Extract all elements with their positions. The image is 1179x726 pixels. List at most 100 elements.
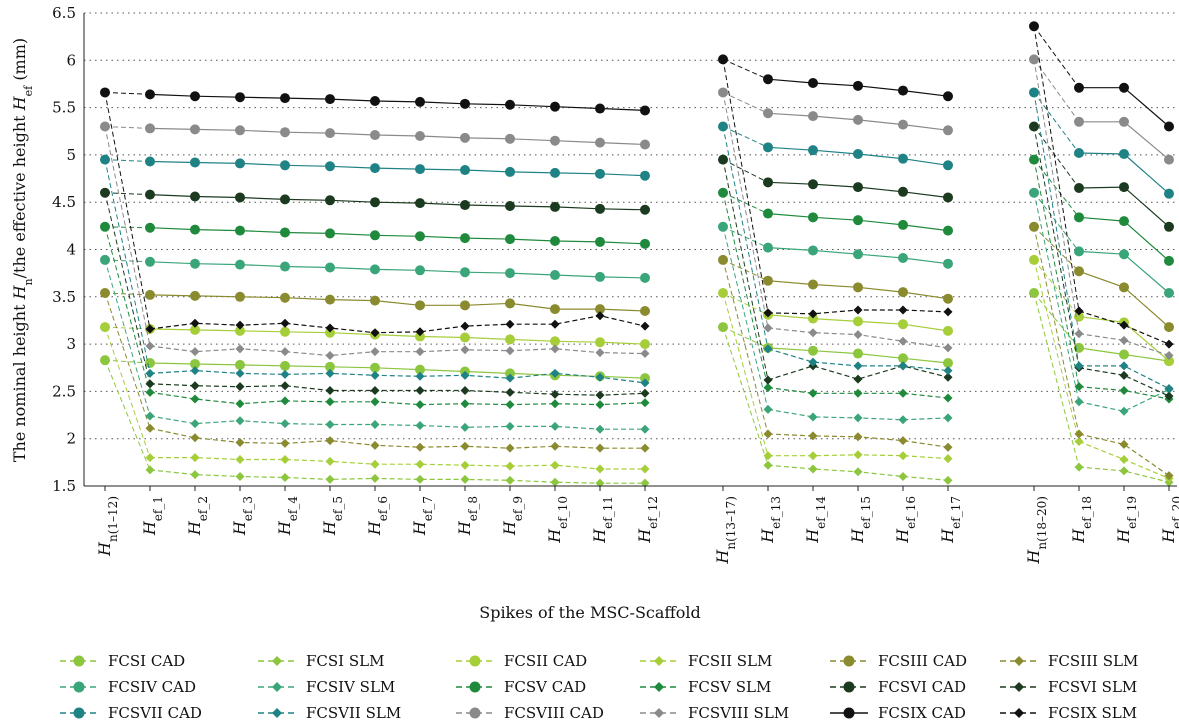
data-point xyxy=(1074,329,1084,339)
data-point xyxy=(718,155,728,165)
series-connector xyxy=(722,192,769,215)
data-point xyxy=(1074,462,1084,472)
data-point xyxy=(943,160,953,171)
legend-item: FCSII CAD xyxy=(456,652,587,670)
data-point xyxy=(550,319,560,329)
data-point xyxy=(415,265,425,276)
data-point xyxy=(505,200,515,211)
data-point xyxy=(415,364,425,375)
data-point xyxy=(145,387,155,397)
data-point xyxy=(808,279,818,290)
series-connector xyxy=(104,91,151,95)
data-point xyxy=(145,453,155,463)
x-tick-label: Hef_2 xyxy=(185,496,210,536)
data-point xyxy=(325,327,335,338)
x-tick-label: Hef_3 xyxy=(230,496,255,536)
data-point xyxy=(1164,121,1174,132)
data-point xyxy=(550,304,560,315)
data-point xyxy=(640,378,650,388)
data-point xyxy=(853,316,863,327)
series-connector xyxy=(1033,59,1080,334)
series-line xyxy=(149,362,646,379)
series-fcsiv-cad xyxy=(100,187,1174,299)
series-connector xyxy=(722,59,769,313)
data-point xyxy=(100,255,110,265)
data-point xyxy=(640,339,650,350)
data-point xyxy=(190,318,200,328)
data-point xyxy=(145,256,155,267)
data-point xyxy=(235,225,245,236)
data-point xyxy=(1164,154,1174,165)
data-point xyxy=(370,328,380,338)
data-point xyxy=(943,413,953,423)
data-point xyxy=(145,123,155,134)
data-point xyxy=(100,222,110,232)
data-point xyxy=(505,133,515,144)
data-point xyxy=(943,372,953,382)
data-point xyxy=(595,372,605,382)
series-line xyxy=(1078,386,1170,400)
legend-label: FCSII CAD xyxy=(504,652,587,670)
series-fcsi-cad xyxy=(100,288,1174,384)
series-connector xyxy=(104,92,151,330)
data-point xyxy=(460,441,470,451)
data-point xyxy=(190,191,200,202)
series-fcsix-slm xyxy=(100,21,1174,349)
y-tick-label: 2 xyxy=(66,430,76,448)
x-tick-label: Hef_17 xyxy=(938,496,963,544)
data-point xyxy=(1119,455,1129,465)
data-point xyxy=(718,54,728,64)
x-tick-label: Hef_8 xyxy=(455,496,480,536)
x-tick-label: Hef_11 xyxy=(590,496,615,544)
data-point xyxy=(325,368,335,378)
data-point xyxy=(1119,249,1129,260)
data-point xyxy=(1164,356,1174,367)
x-tick-label: Hn(1–12) xyxy=(95,496,120,557)
series-connector xyxy=(722,159,769,183)
data-point xyxy=(460,345,470,355)
data-point xyxy=(235,259,245,270)
data-point xyxy=(808,357,818,367)
data-point xyxy=(325,228,335,239)
data-point xyxy=(145,341,155,351)
data-point xyxy=(370,459,380,469)
legend-item: FCSVI SLM xyxy=(1000,678,1137,696)
data-point xyxy=(235,455,245,465)
data-point xyxy=(1164,255,1174,266)
data-point xyxy=(325,128,335,139)
series-connector xyxy=(104,326,151,330)
data-point xyxy=(595,400,605,410)
data-point xyxy=(325,94,335,105)
data-point xyxy=(763,177,773,188)
data-point xyxy=(763,275,773,286)
data-point xyxy=(898,436,908,446)
data-point xyxy=(853,374,863,384)
data-point xyxy=(460,98,470,109)
data-point xyxy=(370,362,380,373)
series-connector xyxy=(1033,59,1080,123)
data-point xyxy=(325,385,335,395)
series-fcsvi-cad xyxy=(100,121,1174,232)
data-point xyxy=(370,264,380,275)
series-connector xyxy=(1033,259,1080,442)
data-point xyxy=(853,282,863,293)
data-point xyxy=(235,416,245,426)
y-axis-title-text: The nominal height Hn/the effective heig… xyxy=(10,38,35,462)
data-point xyxy=(415,300,425,311)
data-point xyxy=(808,313,818,324)
y-axis-title: The nominal height Hn/the effective heig… xyxy=(10,38,35,462)
data-point xyxy=(325,436,335,446)
series-connector xyxy=(104,126,151,347)
legend-item: FCSIV CAD xyxy=(60,678,196,696)
data-point xyxy=(808,451,818,461)
data-point xyxy=(145,411,155,421)
data-point xyxy=(943,358,953,369)
data-point xyxy=(370,370,380,380)
legend-item: FCSI SLM xyxy=(258,652,384,670)
data-point xyxy=(1074,437,1084,447)
data-point xyxy=(595,236,605,247)
data-point xyxy=(100,188,110,198)
legend-label: FCSVIII CAD xyxy=(504,704,604,722)
legend-label: FCSVII CAD xyxy=(108,704,202,722)
x-tick-label: Hef_14 xyxy=(803,496,828,544)
